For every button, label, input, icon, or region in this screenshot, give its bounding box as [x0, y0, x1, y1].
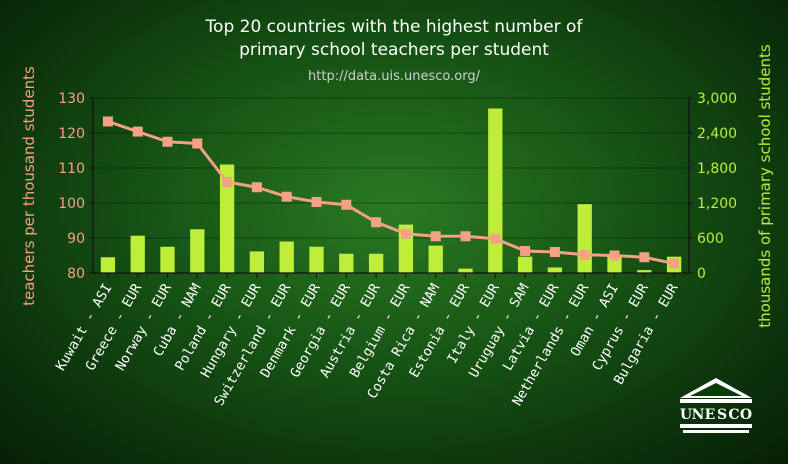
logo-lintel [680, 399, 752, 403]
y-tick-right-label: 0 [697, 266, 706, 282]
bar [219, 164, 235, 273]
y-tick-right-label: 600 [697, 231, 724, 247]
line-point [371, 217, 382, 228]
chart-title-line2: primary school teachers per student [239, 40, 549, 60]
logo-letter: O [740, 407, 752, 423]
line-point [162, 136, 173, 147]
y-tick-left-label: 90 [67, 231, 85, 247]
logo-letter: C [728, 407, 739, 423]
logo-letter: E [705, 407, 716, 423]
line-point [341, 199, 352, 210]
bar [428, 245, 443, 273]
y-tick-left-label: 130 [58, 91, 85, 107]
y-tick-right-label: 3,000 [697, 91, 737, 107]
line-point [520, 245, 531, 256]
y-tick-left-label: 80 [67, 266, 85, 282]
chart-subtitle: http://data.uis.unesco.org/ [308, 69, 481, 84]
line-point [132, 126, 143, 137]
line-point [460, 231, 471, 242]
plot-area: 80 90 100 110 120 130 0 600 1,200 1,800 2,400 3,000… [53, 91, 737, 409]
line-point [311, 196, 322, 207]
line-point [579, 249, 590, 260]
line-point [669, 258, 680, 269]
bar [130, 235, 145, 273]
logo-roof-inner [690, 383, 742, 396]
line-point [281, 191, 292, 202]
line-point [251, 182, 262, 193]
line-point [430, 231, 441, 242]
line-point [609, 250, 620, 261]
line-point [549, 247, 560, 257]
line-point [490, 233, 501, 244]
bar [100, 257, 116, 273]
y-tick-left-label: 110 [58, 161, 85, 177]
bar [190, 229, 205, 273]
bar [279, 241, 294, 273]
chart-title-line1: Top 20 countries with the highest number… [205, 17, 584, 37]
bar [458, 268, 473, 273]
bar [517, 256, 533, 273]
bar [309, 246, 324, 273]
bar [368, 253, 384, 273]
bar [637, 270, 652, 273]
y-axis-right-label: thousands of primary school students [756, 44, 774, 328]
y-axis-left-label: teachers per thousand students [20, 66, 38, 306]
y-tick-left-label: 100 [58, 196, 85, 212]
logo-base [680, 424, 752, 428]
line-point [400, 228, 411, 239]
bar [339, 253, 354, 273]
y-tick-right-label: 2,400 [697, 126, 737, 142]
logo-step [683, 430, 749, 433]
line-point [222, 177, 233, 187]
y-tick-left-label: 120 [58, 126, 85, 142]
logo-letter: S [717, 407, 727, 423]
line-point [192, 138, 203, 149]
y-tick-right-label: 1,200 [697, 196, 737, 212]
bar [488, 108, 503, 273]
bar [249, 251, 265, 273]
y-tick-right-label: 1,800 [697, 161, 737, 177]
logo-letter: U [680, 407, 692, 423]
bar [577, 204, 592, 273]
bar [160, 246, 175, 273]
logo-letter: N [692, 407, 705, 423]
line-point [639, 252, 650, 263]
bar [547, 267, 563, 273]
line-point [102, 116, 113, 127]
